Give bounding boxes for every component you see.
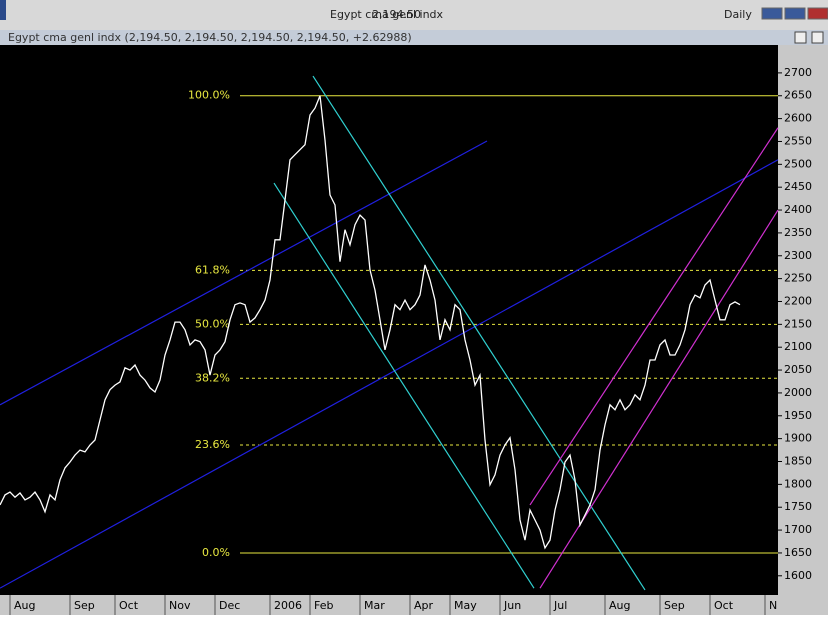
- y-tick-label: 2600: [784, 112, 812, 125]
- y-tick-label: 2700: [784, 66, 812, 79]
- last-price: 2,194.50: [372, 8, 421, 21]
- y-tick-label: 1600: [784, 569, 812, 582]
- x-tick-label: Jun: [503, 599, 521, 612]
- x-tick-label: Aug: [14, 599, 35, 612]
- y-tick-label: 2200: [784, 294, 812, 307]
- fib-label: 100.0%: [188, 89, 230, 102]
- fib-label: 61.8%: [195, 263, 230, 276]
- x-tick-label: Jul: [553, 599, 567, 612]
- x-tick-label: Dec: [219, 599, 240, 612]
- window-button[interactable]: [784, 7, 806, 20]
- y-tick-label: 2500: [784, 157, 812, 170]
- y-tick-label: 2050: [784, 363, 812, 376]
- y-tick-label: 2350: [784, 226, 812, 239]
- x-tick-label: Aug: [609, 599, 630, 612]
- x-tick-label: N: [769, 599, 777, 612]
- y-tick-label: 2000: [784, 386, 812, 399]
- window-title: Egypt cma genl indx: [330, 8, 444, 21]
- y-tick-label: 2450: [784, 180, 812, 193]
- y-tick-label: 1700: [784, 523, 812, 536]
- x-tick-label: Oct: [119, 599, 139, 612]
- x-tick-label: Oct: [714, 599, 734, 612]
- legend-text: Egypt cma genl indx (2,194.50, 2,194.50,…: [8, 31, 412, 44]
- price-line: [0, 95, 741, 550]
- trend-line: [0, 159, 779, 589]
- y-tick-label: 1800: [784, 477, 812, 490]
- y-tick-label: 2400: [784, 203, 812, 216]
- period: Daily: [724, 8, 752, 21]
- y-tick-label: 1900: [784, 432, 812, 445]
- title-bar: [0, 0, 828, 30]
- x-tick-label: Nov: [169, 599, 191, 612]
- fib-label: 0.0%: [202, 546, 230, 559]
- x-tick-label: May: [454, 599, 477, 612]
- window-button[interactable]: [761, 7, 783, 20]
- x-tick-label: Sep: [74, 599, 95, 612]
- window-icon: [0, 0, 6, 20]
- close-button[interactable]: [811, 31, 824, 44]
- x-tick-label: Apr: [414, 599, 434, 612]
- legend-bar: [0, 30, 828, 45]
- restore-button[interactable]: [794, 31, 807, 44]
- fib-label: 23.6%: [195, 438, 230, 451]
- y-axis-panel: [778, 45, 828, 615]
- x-tick-label: Feb: [314, 599, 333, 612]
- window-button[interactable]: [807, 7, 828, 20]
- y-tick-label: 1650: [784, 546, 812, 559]
- x-axis-panel: [0, 595, 778, 615]
- trend-line: [273, 182, 535, 589]
- y-tick-label: 2650: [784, 89, 812, 102]
- y-tick-label: 2150: [784, 317, 812, 330]
- plot-area: [0, 45, 778, 595]
- y-tick-label: 2250: [784, 272, 812, 285]
- y-tick-label: 2300: [784, 249, 812, 262]
- y-tick-label: 1850: [784, 455, 812, 468]
- y-tick-label: 1950: [784, 409, 812, 422]
- x-tick-label: 2006: [274, 599, 302, 612]
- trend-line: [0, 140, 488, 406]
- x-tick-label: Sep: [664, 599, 685, 612]
- y-tick-label: 2550: [784, 134, 812, 147]
- fib-label: 50.0%: [195, 317, 230, 330]
- x-tick-label: Mar: [364, 599, 385, 612]
- fib-label: 38.2%: [195, 371, 230, 384]
- y-tick-label: 2100: [784, 340, 812, 353]
- y-tick-label: 1750: [784, 500, 812, 513]
- trend-line: [529, 127, 779, 506]
